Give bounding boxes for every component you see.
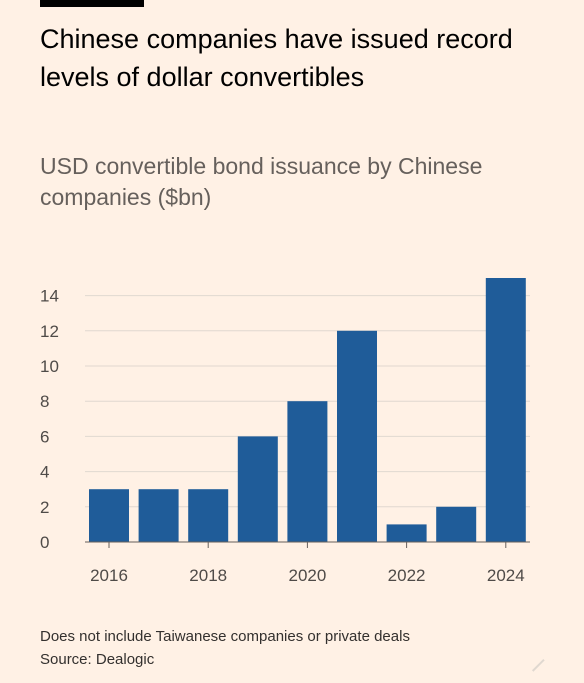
y-tick-label-10: 10 bbox=[40, 357, 59, 376]
bar-2021 bbox=[337, 330, 377, 542]
y-tick-label-0: 0 bbox=[40, 533, 49, 552]
x-tick-label-2022: 2022 bbox=[388, 566, 426, 585]
bar-2024 bbox=[485, 278, 526, 542]
corner-decoration bbox=[531, 658, 557, 683]
y-tick-label-6: 6 bbox=[40, 427, 49, 446]
x-tick-label-2018: 2018 bbox=[189, 566, 227, 585]
x-tick-label-2016: 2016 bbox=[90, 566, 128, 585]
y-tick-label-12: 12 bbox=[40, 322, 59, 341]
y-tick-label-2: 2 bbox=[40, 498, 49, 517]
chart-subtitle: USD convertible bond issuance by Chinese… bbox=[40, 153, 483, 210]
x-tick-label-2024: 2024 bbox=[487, 566, 525, 585]
y-tick-label-4: 4 bbox=[40, 463, 49, 482]
y-tick-label-8: 8 bbox=[40, 392, 49, 411]
chart-source: Source: Dealogic bbox=[40, 651, 155, 668]
y-tick-label-14: 14 bbox=[40, 287, 59, 306]
bar-2016 bbox=[89, 489, 129, 542]
bar-2018 bbox=[188, 489, 229, 542]
bar-2023 bbox=[436, 506, 477, 542]
x-tick-label-2020: 2020 bbox=[288, 566, 326, 585]
chart-title: Chinese companies have issued record lev… bbox=[40, 24, 513, 92]
bar-2020 bbox=[287, 401, 328, 542]
bar-chart: 0 2 4 6 8 10 12 14 2016 2018 2020 2022 2024 bbox=[40, 278, 530, 585]
bar-2017 bbox=[138, 489, 179, 542]
brand-bar bbox=[40, 0, 144, 7]
bar-2019 bbox=[237, 436, 278, 542]
bar-2022 bbox=[386, 524, 427, 542]
chart-note: Does not include Taiwanese companies or … bbox=[40, 628, 410, 645]
